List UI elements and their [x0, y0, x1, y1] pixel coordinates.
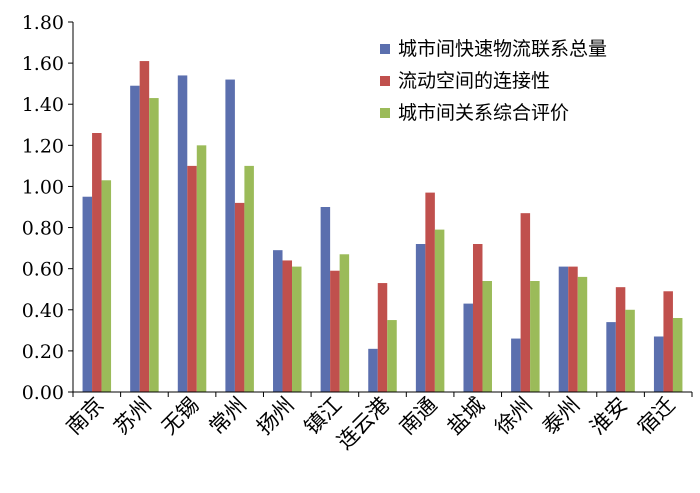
bar-series3-13 [672, 318, 683, 392]
bar-series1-4 [225, 79, 235, 392]
x-tick-label: 宿迁 [633, 393, 680, 440]
legend-swatch-2 [380, 76, 390, 86]
y-tick-label: 1.20 [22, 135, 64, 157]
legend-label-3: 城市间关系综合评价 [398, 102, 569, 124]
bar-series2-2 [139, 61, 150, 393]
bar-series2-3 [187, 165, 197, 392]
bar-series1-2 [130, 85, 140, 392]
bar-series1-11 [558, 266, 569, 392]
bar-series3-9 [482, 281, 492, 392]
bar-series2-8 [425, 192, 435, 392]
y-axis: 0.00 0.20 0.40 0.60 0.80 1.00 1.20 1.40 1.60 1.80 [22, 12, 74, 404]
legend-swatch-1 [380, 44, 390, 54]
bar-series3-1 [101, 180, 112, 392]
x-tick-label: 连云港 [333, 393, 395, 455]
bar-series3-6 [339, 254, 350, 392]
x-tick-label: 盐城 [443, 393, 490, 440]
bar-series3-8 [434, 229, 445, 392]
bar-series3-7 [387, 320, 397, 392]
bar-series1-8 [415, 244, 426, 392]
plot-area [82, 61, 683, 393]
bar-series2-6 [330, 270, 340, 392]
bar-series2-13 [663, 291, 673, 392]
bar-series3-3 [196, 145, 207, 392]
bar-series2-4 [234, 202, 245, 392]
bar-series3-10 [530, 281, 540, 392]
x-tick-label: 南通 [395, 393, 442, 440]
bar-series1-7 [368, 348, 378, 392]
bar-series1-13 [653, 336, 664, 392]
x-tick-label: 徐州 [490, 393, 537, 440]
y-tick-label: 0.60 [22, 259, 64, 281]
bar-series2-7 [377, 283, 388, 392]
bar-series3-11 [577, 276, 588, 392]
y-tick-label: 0.00 [22, 382, 64, 404]
bar-series3-5 [292, 266, 302, 392]
bar-series2-1 [92, 133, 102, 392]
bar-series1-12 [606, 322, 616, 392]
bar-series2-10 [520, 213, 531, 392]
bar-series1-6 [320, 207, 331, 392]
bar-series1-9 [463, 303, 473, 392]
y-tick-label: 0.80 [22, 218, 64, 240]
bar-series2-9 [472, 244, 483, 392]
y-tick-label: 1.80 [22, 12, 64, 34]
x-tick-label: 扬州 [252, 393, 299, 440]
bar-series1-3 [177, 75, 188, 392]
bar-series3-4 [244, 165, 254, 392]
x-tick-label: 无锡 [157, 393, 204, 440]
y-tick-label: 0.20 [22, 341, 64, 363]
x-tick-label: 淮安 [585, 393, 632, 440]
y-tick-label: 0.40 [22, 300, 64, 322]
legend-label-2: 流动空间的连接性 [398, 70, 550, 92]
x-tick-label: 苏州 [109, 393, 156, 440]
bar-series3-2 [149, 98, 159, 392]
bar-series2-11 [568, 266, 578, 392]
x-tick-label: 泰州 [538, 393, 585, 440]
y-tick-label: 1.00 [22, 176, 64, 198]
legend-swatch-3 [380, 108, 390, 118]
bar-series1-10 [511, 338, 521, 392]
bar-series1-1 [82, 196, 93, 392]
bar-series2-12 [615, 287, 626, 392]
bar-series2-5 [282, 260, 293, 392]
legend-label-1: 城市间快速物流联系总量 [398, 38, 607, 60]
bar-series1-5 [273, 250, 283, 392]
y-tick-label: 1.60 [22, 53, 64, 75]
x-tick-label: 常州 [205, 393, 252, 440]
x-tick-label: 南京 [62, 393, 109, 440]
y-tick-label: 1.40 [22, 94, 64, 116]
bar-series3-12 [625, 309, 635, 392]
